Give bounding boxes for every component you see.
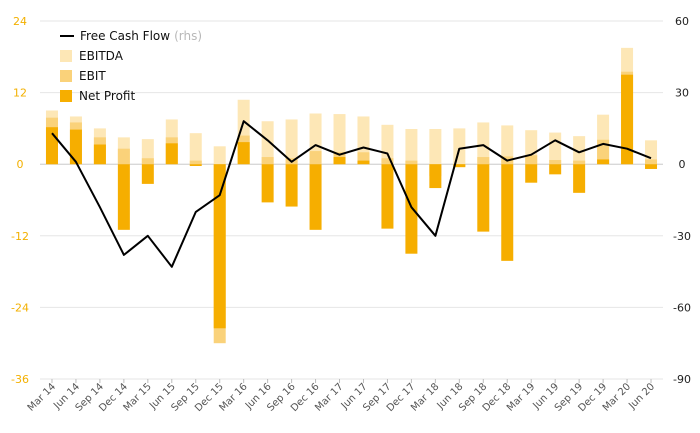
net-profit-bar — [93, 144, 106, 165]
net-profit-bar — [645, 164, 658, 169]
right-axis-tick-label: 0 — [679, 158, 686, 171]
ebitda-bar — [477, 122, 490, 165]
net-profit-bar — [285, 164, 298, 207]
net-profit-bar — [45, 127, 58, 165]
ebitda-bar — [429, 128, 442, 165]
right-axis-tick-label: -60 — [673, 301, 691, 314]
ebitda-bar — [285, 119, 298, 165]
net-profit-bar — [141, 164, 154, 184]
ebitda-bar — [189, 133, 202, 165]
net-profit-bar — [261, 164, 274, 203]
net-profit-bar — [525, 164, 538, 183]
legend-np-label: Net Profit — [79, 89, 136, 103]
net-profit-bar — [573, 164, 586, 193]
ebitda-bar — [645, 140, 658, 165]
ebit-swatch — [60, 70, 72, 82]
net-profit-bar — [477, 164, 490, 232]
ebitda-bar — [453, 128, 466, 165]
net-profit-bar — [69, 129, 82, 165]
ebit-bar — [549, 160, 562, 165]
ebitda-bar — [405, 128, 418, 165]
ebitda-bar — [549, 132, 562, 165]
ebit-bar — [261, 157, 274, 165]
net-profit-bar — [453, 164, 466, 168]
legend-item-fcf: Free Cash Flow (rhs) — [60, 26, 202, 46]
legend-fcf-label: Free Cash Flow — [80, 29, 171, 43]
ebitda-bar — [333, 114, 346, 165]
net-profit-bar — [429, 164, 442, 189]
ebit-bar — [141, 158, 154, 165]
ebit-bar — [189, 160, 202, 165]
ebit-bar — [405, 160, 418, 165]
net-profit-bar — [165, 143, 178, 165]
ebit-bar — [477, 157, 490, 165]
ebitda-bar — [381, 124, 394, 165]
net-profit-bar — [333, 157, 346, 165]
right-axis-tick-label: -30 — [673, 230, 691, 243]
net-profit-bar — [381, 164, 394, 229]
right-axis-tick-label: 60 — [675, 15, 689, 28]
net-profit-bar — [621, 74, 634, 165]
legend-ebitda-label: EBITDA — [79, 49, 123, 63]
net-profit-bar — [549, 164, 562, 175]
legend-item-ebitda: EBITDA — [60, 46, 202, 66]
ebit-bar — [573, 160, 586, 165]
ebitda-bar — [261, 121, 274, 165]
net-profit-bar — [237, 142, 250, 165]
left-axis-tick-label: 24 — [13, 15, 27, 28]
ebit-bar — [309, 151, 322, 165]
net-profit-bar — [597, 159, 610, 165]
ebit-bar — [645, 159, 658, 165]
ebit-bar — [381, 158, 394, 165]
left-axis-tick-label: -24 — [11, 301, 29, 314]
ebitda-swatch — [60, 50, 72, 62]
left-axis-tick-label: -36 — [11, 373, 29, 386]
legend-item-net-profit: Net Profit — [60, 86, 202, 106]
net-profit-swatch — [60, 90, 72, 102]
legend-fcf-note: (rhs) — [174, 29, 203, 43]
right-axis-tick-label: -90 — [673, 373, 691, 386]
right-axis-tick-label: 30 — [675, 87, 689, 100]
ebit-bar — [117, 148, 130, 165]
net-profit-bar — [117, 164, 130, 230]
net-profit-bar — [189, 164, 202, 166]
ebitda-bar — [501, 125, 514, 165]
x-tick-label: Jun 20 — [626, 381, 657, 412]
net-profit-bar — [405, 164, 418, 254]
legend-ebit-label: EBIT — [79, 69, 106, 83]
ebitda-bar — [573, 136, 586, 165]
ebitda-bar — [213, 146, 226, 165]
ebitda-bar — [141, 139, 154, 165]
ebit-bar — [525, 155, 538, 165]
left-axis-tick-label: 12 — [13, 87, 27, 100]
net-profit-bar — [213, 164, 226, 329]
left-axis-tick-label: 0 — [17, 158, 24, 171]
fcf-swatch — [60, 35, 74, 37]
net-profit-bar — [309, 164, 322, 230]
legend-item-ebit: EBIT — [60, 66, 202, 86]
ebit-bar — [357, 152, 370, 165]
fcf-line — [51, 120, 652, 268]
left-axis-tick-label: -12 — [11, 230, 29, 243]
net-profit-bar — [501, 164, 514, 261]
legend: Free Cash Flow (rhs) EBITDA EBIT Net Pro… — [60, 26, 202, 106]
x-tick-label: Mar 14 — [26, 381, 58, 413]
net-profit-bar — [357, 160, 370, 165]
